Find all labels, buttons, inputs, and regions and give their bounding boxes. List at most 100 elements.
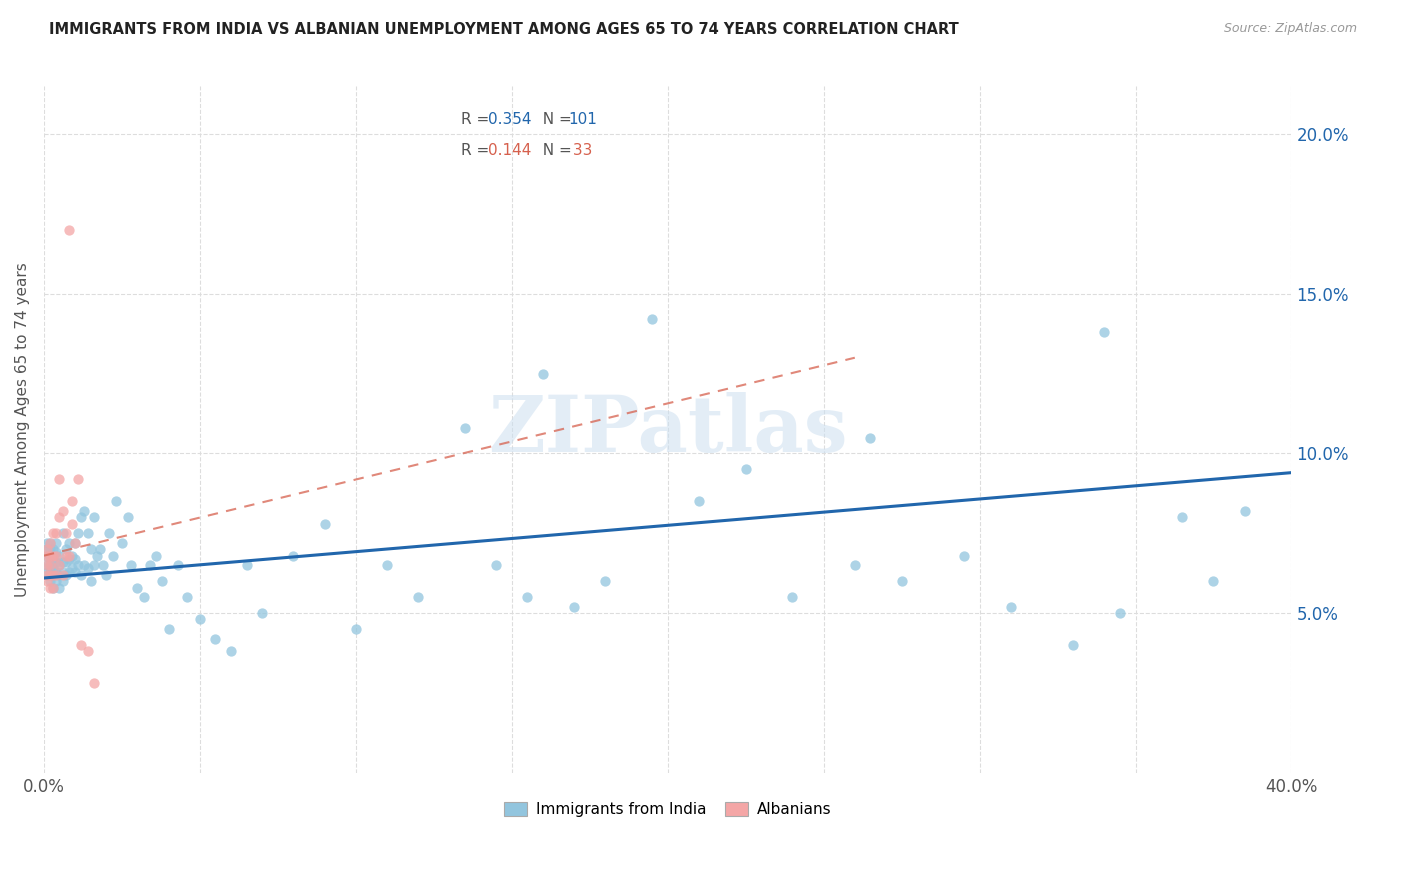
Text: 0.144: 0.144 <box>488 143 531 158</box>
Point <box>39 536 62 550</box>
Point <box>45 549 67 563</box>
Point <box>595 574 617 589</box>
Point <box>63 536 86 550</box>
Point <box>35 542 58 557</box>
Point <box>139 558 162 573</box>
Point <box>42 561 65 575</box>
Point <box>344 622 367 636</box>
Point <box>55 542 77 557</box>
Point <box>58 549 80 563</box>
Point <box>120 558 142 573</box>
Point <box>83 558 105 573</box>
Point <box>86 549 108 563</box>
Point <box>63 565 86 579</box>
Point <box>39 549 62 563</box>
Point <box>60 516 83 531</box>
Point <box>104 494 127 508</box>
Point <box>1092 325 1115 339</box>
Text: IMMIGRANTS FROM INDIA VS ALBANIAN UNEMPLOYMENT AMONG AGES 65 TO 74 YEARS CORRELA: IMMIGRANTS FROM INDIA VS ALBANIAN UNEMPL… <box>49 22 959 37</box>
Text: 0.354: 0.354 <box>488 112 531 128</box>
Text: Source: ZipAtlas.com: Source: ZipAtlas.com <box>1223 22 1357 36</box>
Point <box>76 644 98 658</box>
Point <box>48 558 70 573</box>
Point <box>48 472 70 486</box>
Point <box>45 565 67 579</box>
Point <box>35 558 58 573</box>
Point <box>859 431 882 445</box>
Text: R =: R = <box>461 112 494 128</box>
Point <box>45 536 67 550</box>
Point <box>67 526 90 541</box>
Point <box>39 558 62 573</box>
Point <box>48 549 70 563</box>
Point <box>60 549 83 563</box>
Point <box>42 581 65 595</box>
Point <box>52 574 75 589</box>
Point <box>235 558 257 573</box>
Point <box>70 638 93 652</box>
Point <box>45 574 67 589</box>
Point <box>132 590 155 604</box>
Point <box>782 590 804 604</box>
Point <box>167 558 190 573</box>
Point <box>39 542 62 557</box>
Point <box>91 558 114 573</box>
Point <box>52 555 75 569</box>
Point <box>58 552 80 566</box>
Text: R =: R = <box>461 143 494 158</box>
Y-axis label: Unemployment Among Ages 65 to 74 years: Unemployment Among Ages 65 to 74 years <box>15 262 30 597</box>
Point <box>39 581 62 595</box>
Text: N =: N = <box>533 143 576 158</box>
Point <box>890 574 912 589</box>
Point <box>73 558 96 573</box>
Point <box>250 606 273 620</box>
Point <box>96 567 118 582</box>
Point <box>83 510 105 524</box>
Text: 33: 33 <box>568 143 592 158</box>
Point <box>52 526 75 541</box>
Point <box>531 367 554 381</box>
Point <box>35 542 58 557</box>
Point <box>953 549 976 563</box>
Point <box>55 549 77 563</box>
Point <box>60 494 83 508</box>
Point <box>127 581 149 595</box>
Point <box>79 542 101 557</box>
Point <box>63 536 86 550</box>
Point <box>58 565 80 579</box>
Point <box>48 581 70 595</box>
Point <box>55 526 77 541</box>
Point <box>734 462 756 476</box>
Point <box>39 536 62 550</box>
Point <box>63 552 86 566</box>
Point <box>35 565 58 579</box>
Point <box>1109 606 1132 620</box>
Point <box>42 552 65 566</box>
Point <box>1233 504 1256 518</box>
Point <box>188 613 211 627</box>
Legend: Immigrants from India, Albanians: Immigrants from India, Albanians <box>498 797 838 823</box>
Point <box>35 567 58 582</box>
Point <box>35 549 58 563</box>
Point <box>39 567 62 582</box>
Point <box>35 536 58 550</box>
Point <box>204 632 226 646</box>
Point <box>42 567 65 582</box>
Point <box>55 567 77 582</box>
Point <box>314 516 336 531</box>
Point <box>176 590 198 604</box>
Point <box>76 561 98 575</box>
Point <box>1202 574 1225 589</box>
Text: N =: N = <box>533 112 576 128</box>
Point <box>48 510 70 524</box>
Point <box>76 526 98 541</box>
Point <box>52 567 75 582</box>
Point <box>39 565 62 579</box>
Point <box>42 549 65 563</box>
Point <box>101 549 124 563</box>
Point <box>45 526 67 541</box>
Point <box>485 558 508 573</box>
Point <box>42 567 65 582</box>
Point <box>145 549 167 563</box>
Point <box>89 542 111 557</box>
